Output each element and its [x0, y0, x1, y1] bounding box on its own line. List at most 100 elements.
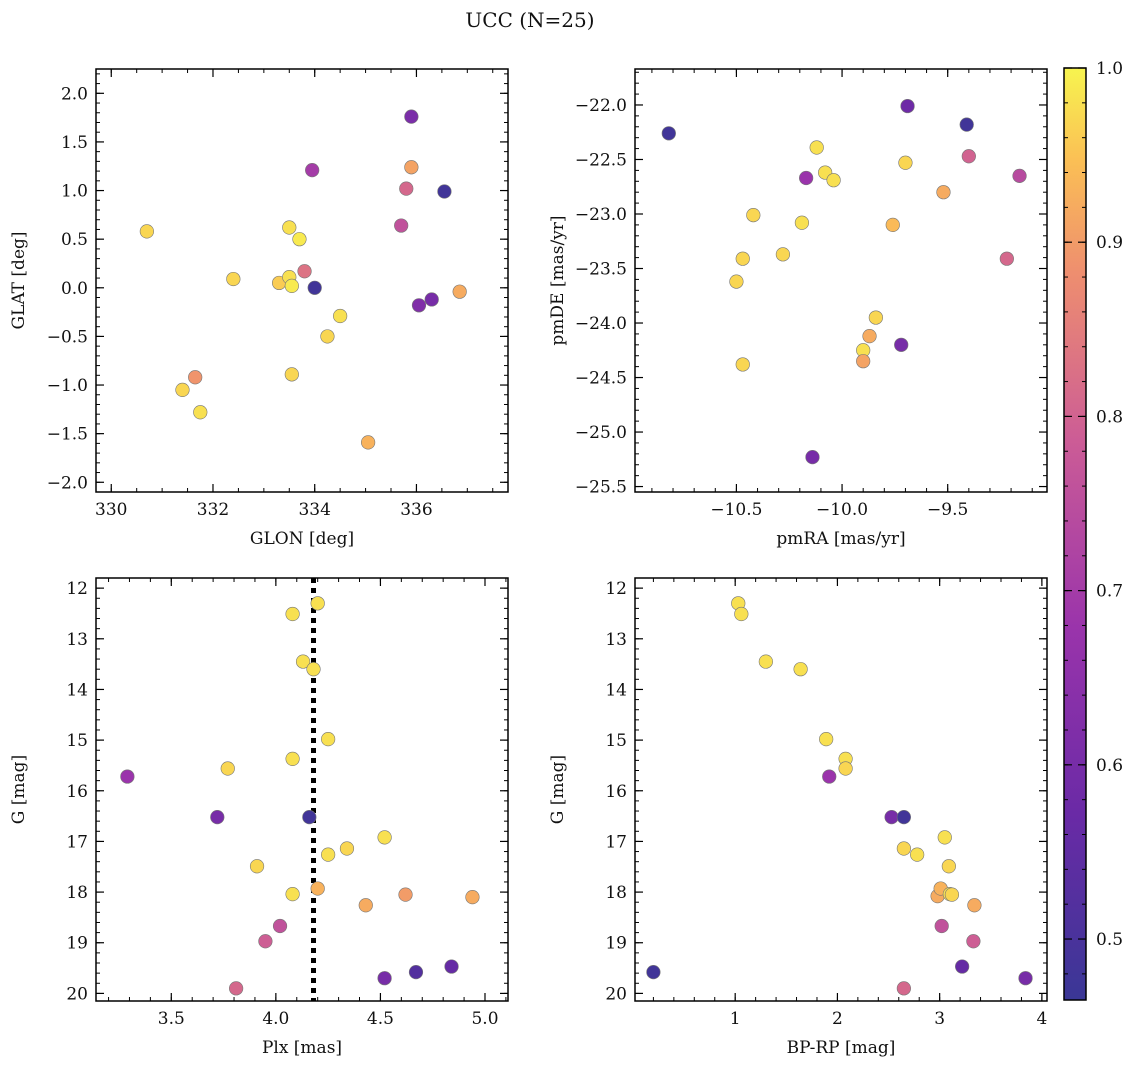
subplots: 330 332 334 336 −2.0 −1.5 −1.0 −0.5 0.0 0.5 1.0 1.5… [9, 68, 1048, 1058]
data-point [896, 981, 911, 996]
data-point [937, 830, 952, 845]
data-point [292, 232, 307, 247]
data-point [188, 370, 203, 385]
colorbar-tick-label: 0.7 [1096, 582, 1123, 602]
data-point [284, 367, 299, 382]
data-point [226, 271, 241, 287]
y-tick-label: −1.5 [47, 425, 88, 445]
data-point [333, 308, 348, 324]
x-tick-label: 4.5 [367, 1009, 394, 1029]
y-tick-label: 20 [605, 984, 627, 1004]
x-tick-label: 336 [400, 500, 432, 520]
y-tick-label: 16 [66, 782, 88, 802]
data-point [302, 810, 317, 825]
data-point [794, 215, 810, 230]
subplot-pmra-pmde: −10.5 −10.0 −9.5 −25.5 −25.0 −24.5 −24.0 −23.5 −… [548, 68, 1048, 549]
x-tick-label: −10.0 [816, 500, 868, 520]
axes-frame [95, 577, 509, 1002]
y-tick-label: 0.0 [61, 279, 88, 299]
x-tick-label: 4 [1036, 1009, 1047, 1029]
data-point [746, 207, 761, 223]
scatter-points [139, 109, 467, 450]
data-point [437, 184, 452, 199]
data-point [285, 887, 300, 902]
colorbar-tick-label: 0.8 [1096, 407, 1123, 427]
data-point [282, 220, 297, 235]
x-tick-label: 3 [934, 1009, 945, 1029]
data-point [967, 898, 982, 913]
minor-ticks [96, 577, 508, 1001]
y-tick-label: 2.0 [61, 84, 88, 104]
y-tick-label: 0.5 [61, 230, 88, 250]
data-point [661, 126, 676, 141]
data-point [809, 140, 824, 155]
y-tick-label: 1.0 [61, 182, 88, 202]
data-point [310, 596, 325, 611]
data-point [758, 654, 773, 669]
data-point [120, 769, 135, 784]
data-point [819, 731, 834, 747]
y-tick-label: 19 [66, 934, 88, 954]
y-tick-label: −22.5 [575, 150, 627, 170]
y-tick-label: 19 [605, 934, 627, 954]
data-point [900, 98, 915, 114]
scatter-points [646, 596, 1033, 996]
y-tick-label: 16 [605, 782, 627, 802]
figure-title: UCC (N=25) [465, 8, 594, 32]
y-tick-label: −2.0 [47, 473, 88, 493]
minor-ticks [635, 577, 1047, 1001]
x-tick-label: 2 [832, 1009, 843, 1029]
data-point [424, 292, 439, 307]
data-point [1018, 971, 1033, 986]
x-axis-label: GLON [deg] [250, 529, 354, 549]
data-point [646, 965, 661, 980]
data-point [394, 218, 409, 233]
data-point [955, 959, 970, 974]
colorbar-tick-label: 1.0 [1096, 59, 1123, 79]
data-point [249, 859, 265, 874]
axes-frame [634, 577, 1048, 1002]
x-axis-label: pmRA [mas/yr] [776, 529, 905, 549]
data-point [934, 918, 949, 934]
x-axis-label: Plx [mas] [262, 1038, 342, 1058]
data-point [297, 264, 312, 279]
data-point [799, 170, 814, 186]
data-point [321, 731, 336, 747]
data-point [220, 761, 235, 776]
x-tick-label: 3.5 [158, 1009, 185, 1029]
data-point [295, 654, 311, 669]
data-point [898, 155, 913, 170]
data-point [411, 298, 427, 313]
y-tick-label: 18 [605, 883, 627, 903]
data-point [285, 606, 300, 622]
colorbar-tick-label: 0.5 [1096, 930, 1123, 950]
data-point [856, 354, 871, 369]
data-point [1012, 168, 1027, 183]
data-point [305, 163, 320, 178]
data-point [838, 761, 853, 776]
data-point [961, 149, 976, 164]
y-tick-label: −24.0 [575, 314, 627, 334]
colorbar-frame [1063, 67, 1087, 1001]
data-point [775, 247, 790, 262]
minor-ticks [635, 69, 1047, 492]
y-tick-label: 13 [605, 630, 627, 650]
data-point [868, 310, 883, 325]
x-tick-label: −9.5 [927, 500, 968, 520]
y-tick-label: −22.0 [575, 96, 627, 116]
data-point [936, 185, 951, 200]
data-point [139, 224, 154, 239]
y-tick-label: 13 [66, 630, 88, 650]
axes-frame [95, 68, 509, 493]
data-point [735, 357, 750, 372]
x-tick-label: 334 [298, 500, 330, 520]
data-point [210, 810, 225, 825]
data-point [399, 181, 414, 196]
data-point [404, 160, 419, 175]
data-point [944, 887, 960, 902]
y-tick-label: 17 [605, 832, 627, 852]
y-axis-label: pmDE [mas/yr] [548, 215, 568, 345]
data-point [941, 859, 956, 874]
